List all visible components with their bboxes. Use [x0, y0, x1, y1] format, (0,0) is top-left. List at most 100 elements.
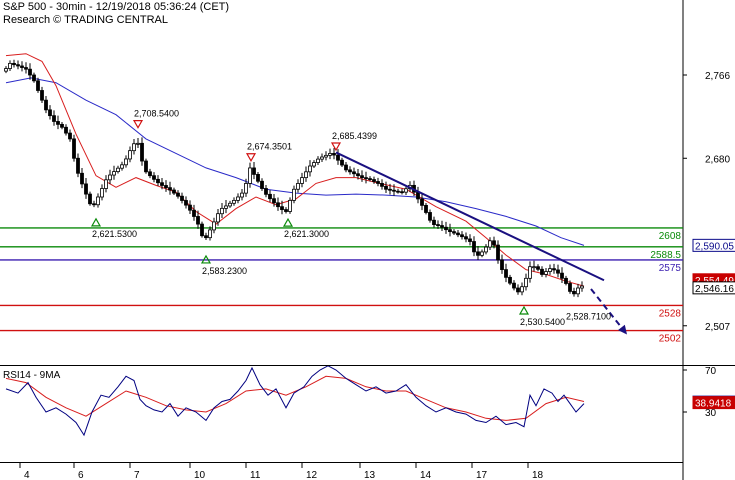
candle-body [568, 283, 572, 292]
candle-body [144, 160, 148, 173]
candle-body [104, 179, 108, 189]
swing-low-marker [282, 217, 294, 227]
candle-body [76, 157, 80, 174]
candle-body [364, 177, 368, 180]
swing-high-marker [330, 142, 342, 152]
swing-low-label: 2,621.5300 [92, 229, 137, 239]
candle-body [112, 171, 116, 176]
candle-body [84, 183, 88, 195]
candle-body [360, 175, 364, 179]
candle-body [556, 269, 560, 274]
candle-body [540, 268, 544, 275]
swing-low-marker [518, 305, 530, 315]
price-tag-box [692, 281, 735, 295]
candle-body [124, 158, 128, 166]
candle-body [312, 162, 316, 167]
candle-body [68, 132, 72, 140]
candle-body [508, 276, 512, 284]
candle-body [72, 138, 76, 159]
candle-body [96, 196, 100, 206]
candle-body [424, 204, 428, 213]
candle-body [380, 183, 384, 187]
swing-high-label: 2,708.5400 [134, 109, 179, 119]
forecast-arrow-head [618, 324, 627, 335]
candle-body [20, 65, 24, 68]
candle-body [288, 199, 292, 212]
candle-body [368, 178, 372, 180]
candle-body [524, 277, 528, 288]
candle-body [92, 203, 96, 206]
candle-body [208, 229, 212, 239]
target-label: 2,528.7100 [566, 312, 611, 322]
rsi-tick-label: 70 [705, 366, 717, 377]
candle-body [160, 182, 164, 186]
candle-body [4, 68, 8, 72]
rsi-ma-line [5, 375, 585, 421]
candle-body [416, 191, 420, 200]
candle-body [396, 190, 400, 193]
level-label-2588.5: 2588.5 [650, 250, 681, 261]
candle-body [252, 167, 256, 175]
candle-body [204, 235, 208, 239]
candle-body [472, 241, 476, 253]
candle-body [544, 271, 548, 275]
trendline [335, 151, 605, 282]
chart-title: S&P 500 - 30min - 12/19/2018 05:36:24 (C… [3, 1, 230, 13]
candle-body [200, 223, 204, 237]
candle-body [180, 195, 184, 201]
x-tick-label: 13 [364, 470, 376, 480]
y-tick-label: 2,507 [705, 322, 730, 333]
candle-body [132, 143, 136, 152]
candle-body [488, 240, 492, 248]
candle-body [512, 282, 516, 289]
candles-group [4, 59, 584, 298]
candle-body [108, 174, 112, 181]
candle-body [56, 121, 60, 125]
candle-body [320, 156, 324, 160]
candle-body [400, 191, 404, 194]
x-tick-label: 14 [420, 470, 432, 480]
candle-body [436, 224, 440, 226]
candle-body [248, 167, 252, 184]
x-tick-label: 12 [306, 470, 318, 480]
candle-body [140, 142, 144, 162]
candle-body [304, 171, 308, 179]
x-tick-label: 6 [78, 470, 84, 480]
candle-body [392, 189, 396, 192]
candle-body [456, 232, 460, 236]
candle-body [176, 192, 180, 197]
candle-body [156, 178, 160, 184]
candle-body [448, 229, 452, 233]
candle-body [188, 204, 192, 211]
candle-body [116, 167, 120, 173]
candle-body [576, 287, 580, 295]
candle-body [44, 99, 48, 111]
x-tick-label: 7 [134, 470, 140, 480]
candle-body [32, 74, 36, 82]
candle-body [256, 174, 260, 182]
candle-body [328, 153, 332, 156]
candle-body [564, 277, 568, 284]
candle-body [164, 185, 168, 189]
candle-body [100, 188, 104, 198]
candle-body [300, 177, 304, 184]
candle-body [292, 188, 296, 201]
candle-body [128, 150, 132, 160]
candle-body [296, 183, 300, 190]
candle-body [336, 154, 340, 161]
swing-high-label: 2,685.4399 [332, 131, 377, 141]
candle-body [352, 171, 356, 175]
x-tick-label: 4 [24, 470, 30, 480]
candle-body [388, 188, 392, 191]
candle-body [220, 207, 224, 215]
swing-high-label: 2,674.3501 [247, 142, 292, 152]
swing-high-marker [245, 153, 257, 162]
candle-body [440, 225, 444, 228]
candle-body [64, 126, 68, 134]
candle-body [272, 198, 276, 204]
swing-high-marker [132, 120, 144, 129]
candle-body [236, 196, 240, 201]
candle-body [216, 213, 220, 223]
candle-body [348, 169, 352, 173]
candle-body [172, 189, 176, 194]
